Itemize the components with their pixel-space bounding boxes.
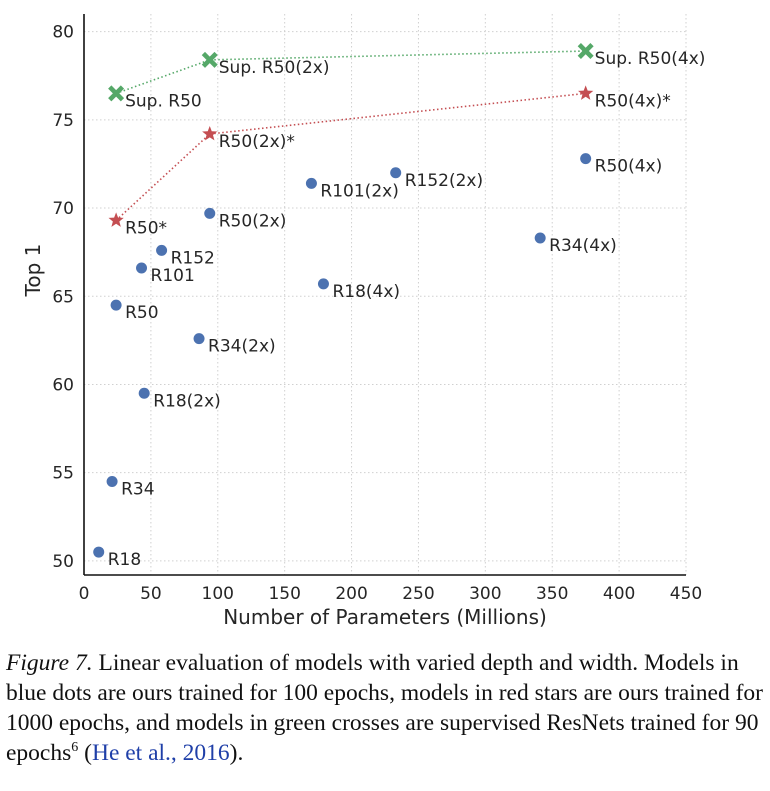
point-r152 (156, 244, 168, 256)
y-tick-label: 80 (52, 23, 74, 43)
label-r34-4x: R34(4x) (549, 236, 617, 256)
label-r50: R50 (125, 303, 158, 323)
x-tick-label: 400 (603, 584, 635, 604)
y-tick-label: 55 (52, 464, 74, 484)
point-r34-4x (534, 232, 546, 244)
grid-lines (83, 14, 687, 575)
x-tick-label: 0 (79, 584, 90, 604)
label-r50-2x: R50(2x) (219, 211, 287, 231)
label-r34-2x: R34(2x) (208, 337, 276, 357)
label-r101-2x: R101(2x) (320, 181, 398, 201)
y-axis-title: Top 1 (21, 244, 45, 298)
x-tick-label: 300 (469, 584, 501, 604)
x-tick-label: 150 (268, 584, 300, 604)
point-r50-4x (580, 153, 592, 165)
x-tick-label: 250 (402, 584, 434, 604)
point-sup-r50-4x (577, 43, 594, 60)
point-r18 (93, 546, 105, 558)
y-tick-label: 70 (52, 199, 74, 219)
label-r18: R18 (108, 550, 141, 570)
data-markers (93, 43, 594, 558)
tick-labels: 0 50 100 150 200 250 300 350 400 4505055606570758… (52, 23, 702, 604)
point-r101-2x (305, 177, 317, 189)
figure-label: Figure 7. (6, 650, 93, 676)
axes (83, 14, 686, 576)
point-r50 (108, 212, 124, 227)
scatter-chart: 0 50 100 150 200 250 300 350 400 4505055606570758… (21, 14, 706, 629)
point-sup-r50 (108, 85, 125, 102)
point-r152-2x (390, 167, 402, 179)
label-r152-2x: R152(2x) (405, 171, 483, 191)
point-r50-4x (578, 85, 594, 100)
footnote-marker: 6 (71, 740, 79, 756)
point-r101 (136, 262, 148, 274)
citation-close: ). (229, 740, 244, 766)
label-r50-4x: R50(4x) (595, 157, 663, 177)
citation-open: ( (78, 740, 92, 766)
x-tick-label: 450 (670, 584, 702, 604)
label-r34: R34 (121, 480, 154, 500)
point-r50 (110, 299, 122, 311)
citation-link[interactable]: He et al., 2016 (91, 740, 230, 766)
label-r50: R50* (125, 218, 167, 238)
y-tick-label: 75 (52, 111, 74, 131)
label-sup-r50-4x: Sup. R50(4x) (595, 49, 706, 69)
x-axis-title: Number of Parameters (Millions) (223, 605, 547, 629)
point-r18-2x (138, 387, 150, 399)
label-sup-r50-2x: Sup. R50(2x) (219, 58, 330, 78)
label-sup-r50: Sup. R50 (125, 91, 202, 111)
y-tick-label: 65 (52, 287, 74, 307)
label-r18-4x: R18(4x) (332, 282, 400, 302)
point-sup-r50-2x (201, 51, 218, 68)
point-r18-4x (317, 278, 329, 290)
series-lines (115, 50, 586, 221)
point-r34-2x (193, 333, 205, 345)
x-tick-label: 200 (335, 584, 367, 604)
label-r50-4x: R50(4x)* (595, 91, 671, 111)
x-tick-label: 350 (536, 584, 568, 604)
series-line (115, 50, 586, 95)
y-tick-label: 60 (52, 375, 74, 395)
label-r18-2x: R18(2x) (153, 391, 221, 411)
x-tick-label: 50 (140, 584, 162, 604)
figure-caption: Figure 7. Linear evaluation of models wi… (6, 648, 764, 768)
point-r50-2x (204, 207, 216, 219)
y-tick-label: 50 (52, 552, 74, 572)
caption-text: Linear evaluation of models with varied … (6, 650, 763, 766)
label-r152: R152 (171, 248, 215, 268)
point-r34 (106, 476, 118, 487)
point-r50-2x (202, 125, 218, 141)
label-r101: R101 (151, 266, 195, 286)
label-r50-2x: R50(2x)* (219, 132, 295, 152)
x-tick-label: 100 (202, 584, 234, 604)
